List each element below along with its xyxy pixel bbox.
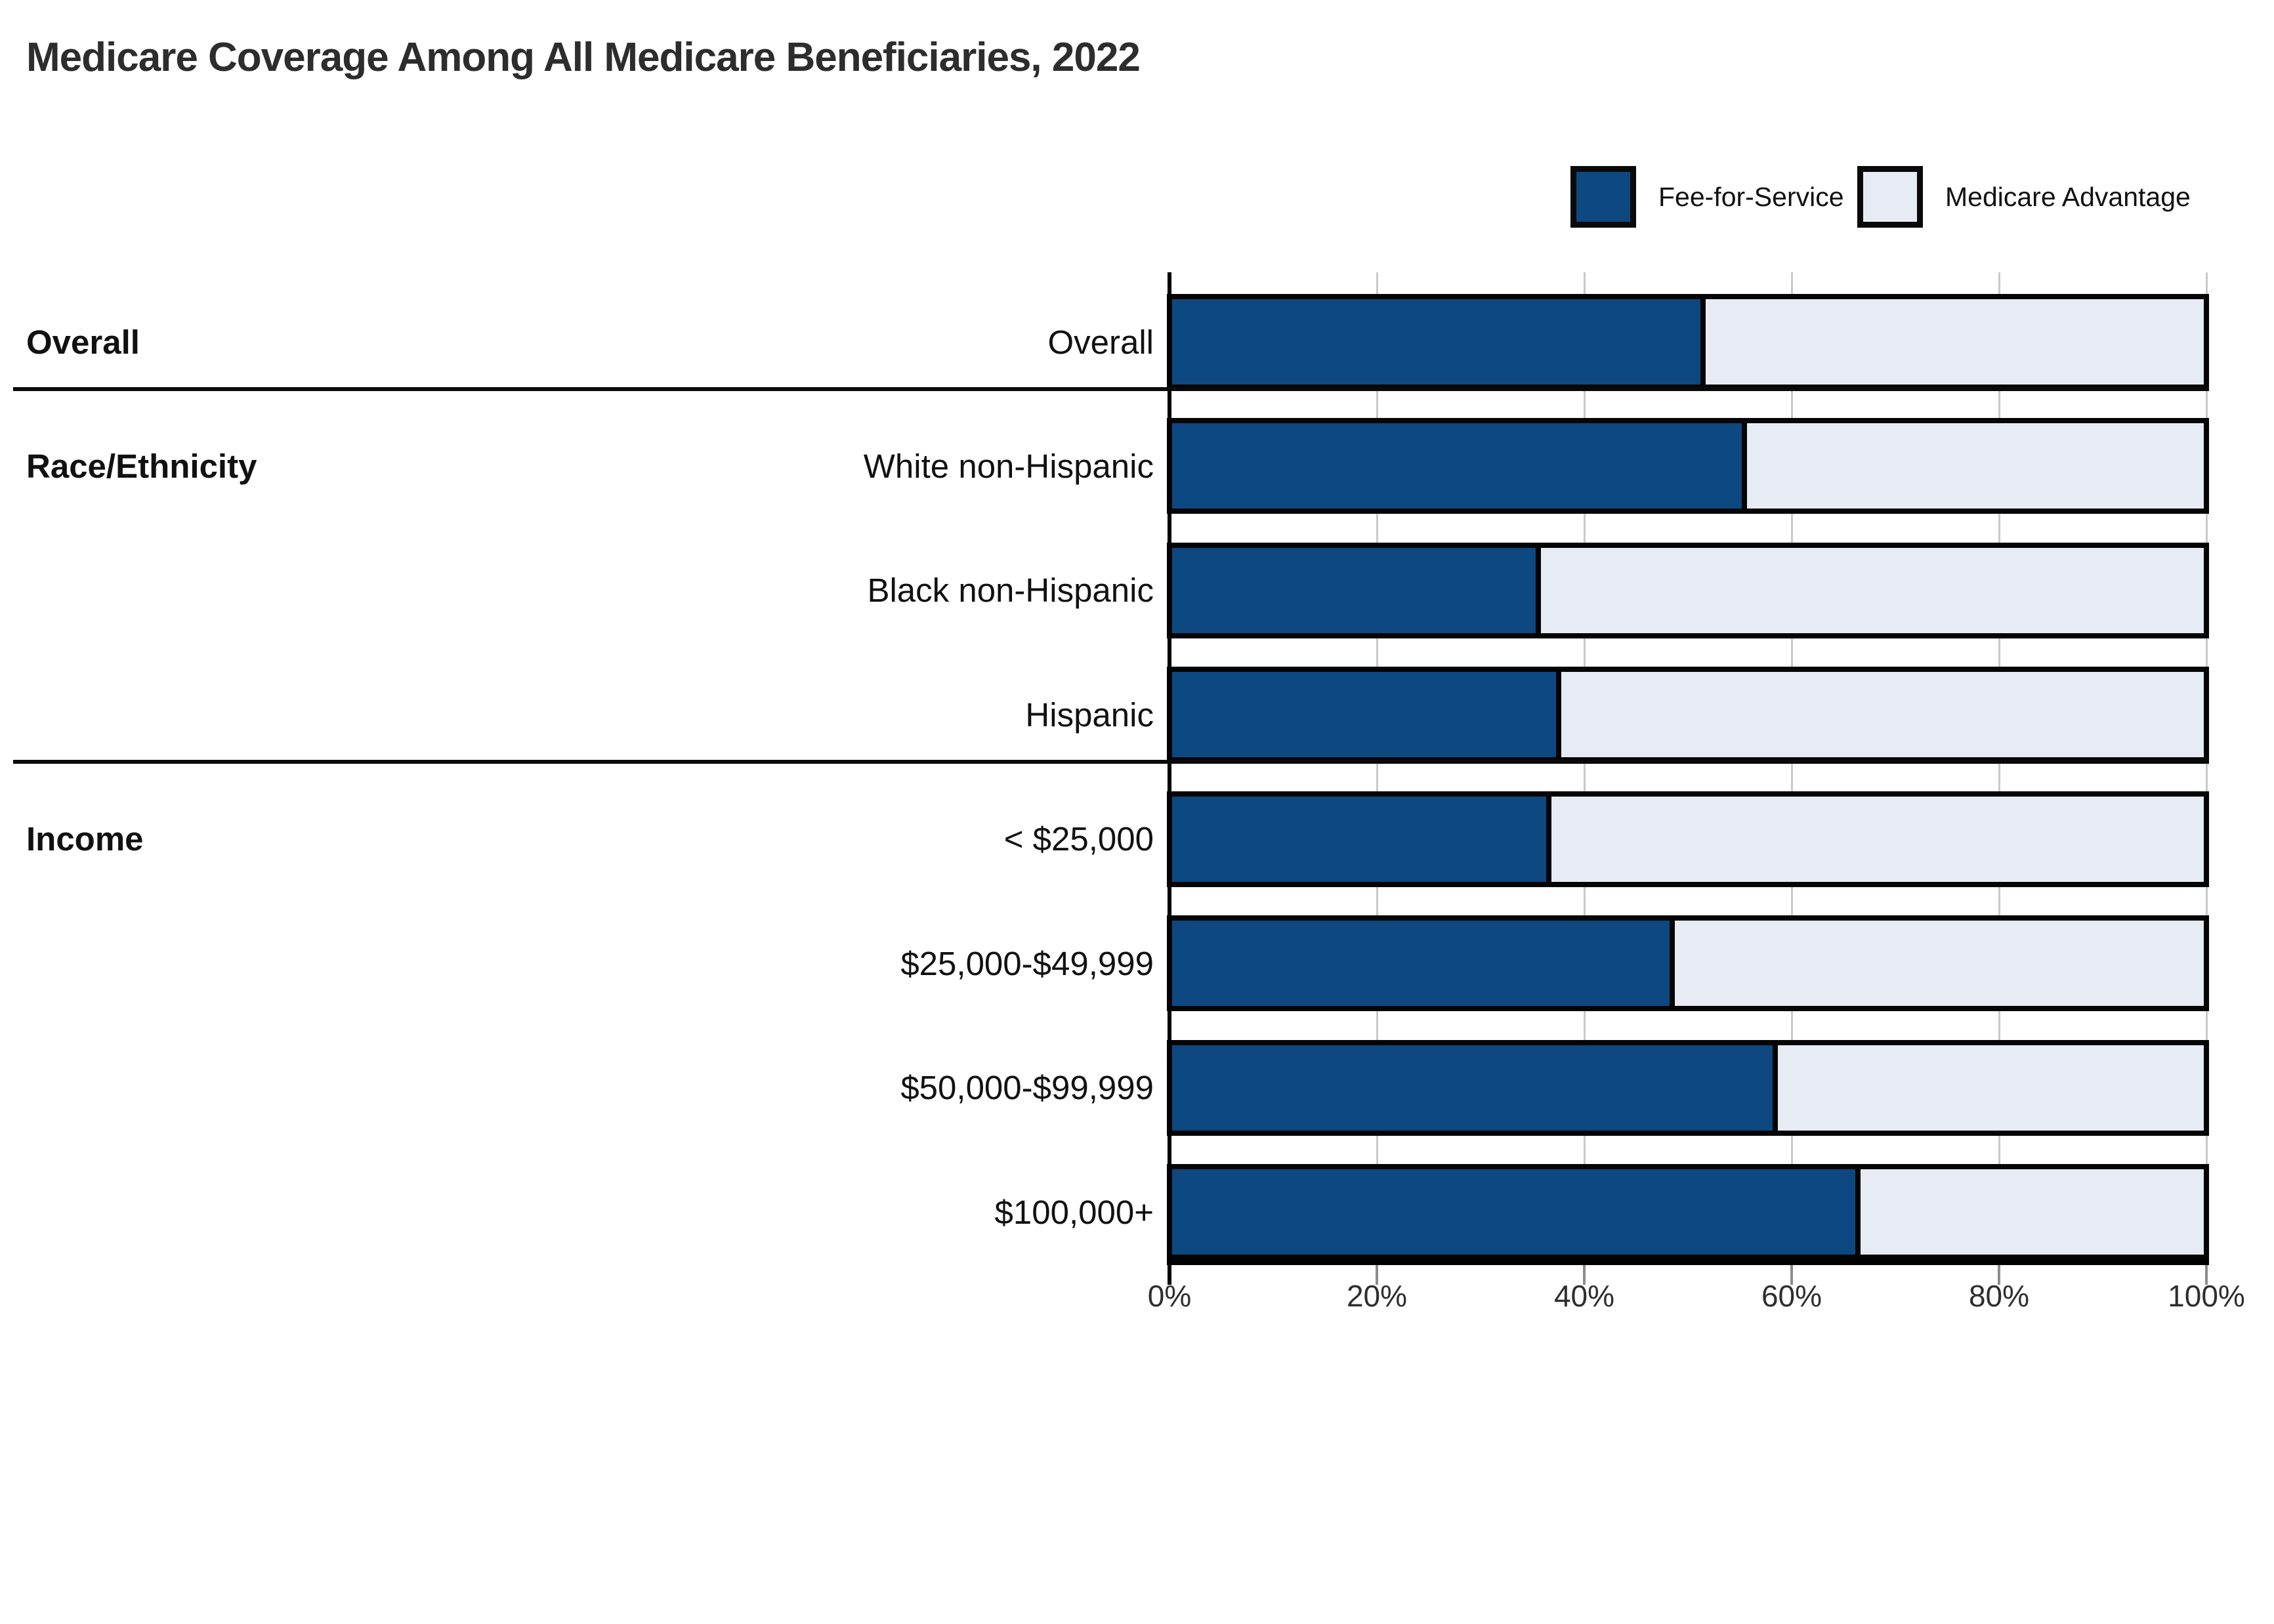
bar-row (1167, 915, 2209, 1012)
gridline (1583, 272, 1586, 1260)
x-tick-label: 100% (2168, 1279, 2245, 1313)
bar-segment-medicare-advantage (1706, 299, 2204, 385)
group-label: Overall (26, 323, 140, 361)
row-label: Overall (1047, 323, 1154, 361)
x-tick-label: 20% (1346, 1279, 1408, 1313)
x-tick-label: 60% (1761, 1279, 1822, 1313)
bar-row (1167, 667, 2209, 763)
x-tick-label: 80% (1968, 1279, 2030, 1313)
section-separator (13, 760, 2209, 764)
bar-segment-medicare-advantage (1540, 547, 2204, 633)
legend-item-fee-for-service: Fee-for-Service (1570, 165, 1844, 228)
bar-row (1167, 791, 2209, 887)
bar-segment-medicare-advantage (1861, 1169, 2204, 1255)
bar-segment-fee-for-service (1172, 423, 1748, 509)
bar-segment-medicare-advantage (1561, 672, 2204, 758)
bar-row (1167, 294, 2209, 390)
bar-segment-medicare-advantage (1551, 796, 2204, 882)
bar-segment-medicare-advantage (1747, 423, 2204, 509)
bar-segment-medicare-advantage (1778, 1045, 2204, 1131)
fee-for-service-swatch (1570, 166, 1636, 228)
bar-segment-fee-for-service (1172, 1045, 1779, 1131)
bar-segment-fee-for-service (1172, 921, 1675, 1007)
x-tick-label: 40% (1553, 1279, 1615, 1313)
bar-segment-fee-for-service (1172, 299, 1706, 385)
medicare-advantage-swatch (1857, 166, 1923, 228)
row-label: $100,000+ (994, 1193, 1154, 1231)
legend-label-fee-for-service: Fee-for-Service (1658, 181, 1844, 212)
gridline (1790, 272, 1793, 1260)
bar-segment-fee-for-service (1172, 1169, 1861, 1255)
y-axis-line (1168, 272, 1171, 1285)
bar-segment-fee-for-service (1172, 672, 1562, 758)
x-tick (2205, 1265, 2208, 1285)
legend-label-medicare-advantage: Medicare Advantage (1945, 181, 2191, 212)
x-tick (1583, 1265, 1586, 1285)
group-label: Income (26, 820, 144, 858)
x-tick (1790, 1265, 1793, 1285)
bar-segment-medicare-advantage (1675, 921, 2204, 1007)
gridline (1998, 272, 2000, 1260)
x-axis-line (1167, 1260, 2209, 1265)
bar-segment-fee-for-service (1172, 796, 1551, 882)
bar-row (1167, 1164, 2209, 1260)
row-label: Black non-Hispanic (867, 572, 1154, 610)
group-label: Race/Ethnicity (26, 447, 257, 485)
chart-title: Medicare Coverage Among All Medicare Ben… (26, 35, 1141, 80)
legend: Fee-for-Service Medicare Advantage (0, 165, 2274, 228)
bar-row (1167, 418, 2209, 514)
gridline (2205, 272, 2208, 1260)
legend-item-medicare-advantage: Medicare Advantage (1857, 165, 2191, 228)
x-tick (1376, 1265, 1378, 1285)
bar-row (1167, 1039, 2209, 1136)
gridline (1376, 272, 1378, 1260)
row-label: Hispanic (1025, 696, 1154, 734)
section-separator (13, 386, 2209, 391)
x-tick (1998, 1265, 2000, 1285)
row-label: $25,000-$49,999 (900, 944, 1154, 982)
bar-segment-fee-for-service (1172, 547, 1541, 633)
row-label: < $25,000 (1003, 820, 1154, 858)
bar-row (1167, 542, 2209, 638)
row-label: $50,000-$99,999 (900, 1069, 1154, 1107)
row-label: White non-Hispanic (863, 447, 1154, 485)
